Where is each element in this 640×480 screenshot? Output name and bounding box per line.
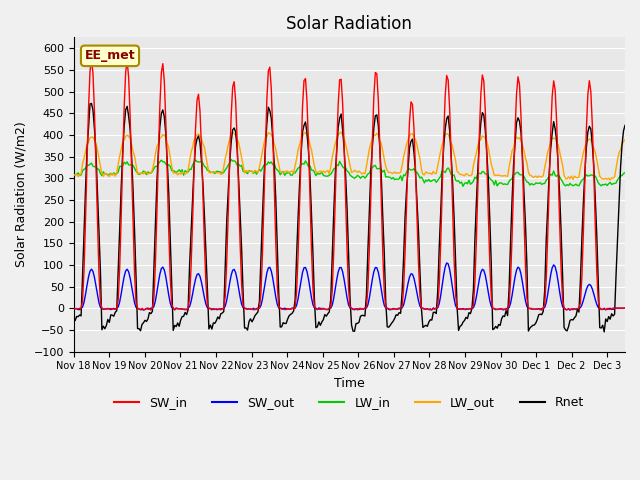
Title: Solar Radiation: Solar Radiation bbox=[286, 15, 412, 33]
Y-axis label: Solar Radiation (W/m2): Solar Radiation (W/m2) bbox=[15, 121, 28, 267]
X-axis label: Time: Time bbox=[334, 377, 365, 390]
Legend: SW_in, SW_out, LW_in, LW_out, Rnet: SW_in, SW_out, LW_in, LW_out, Rnet bbox=[109, 391, 589, 414]
Text: EE_met: EE_met bbox=[84, 49, 135, 62]
